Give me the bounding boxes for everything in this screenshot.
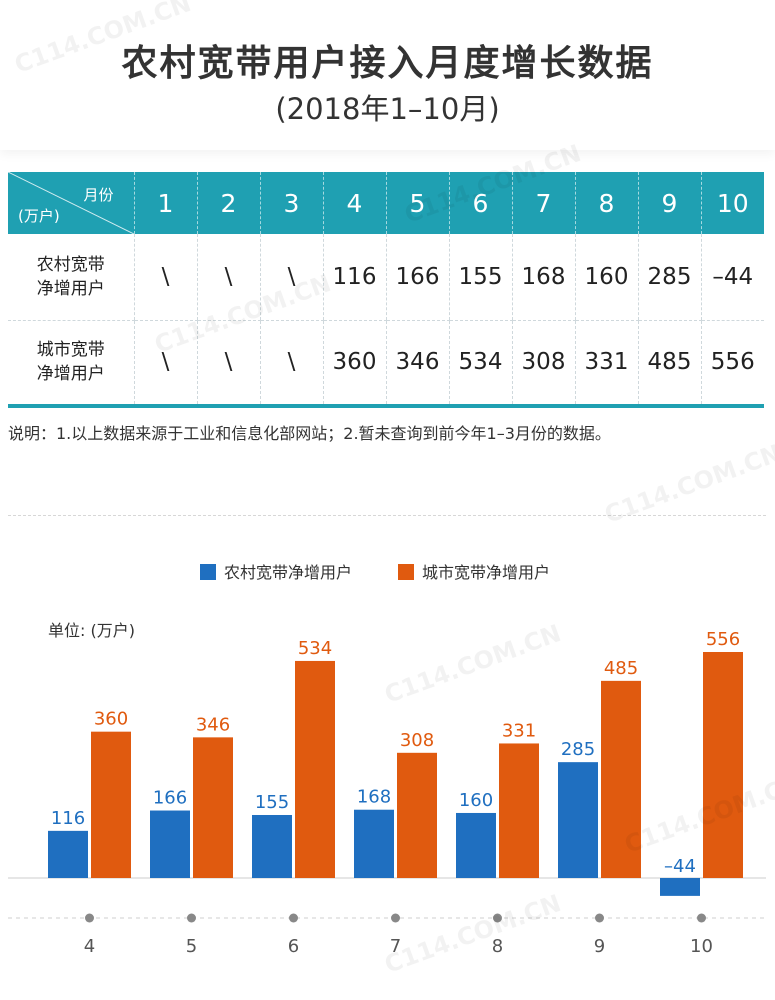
data-table: 月份 (万户) 1 2 3 4 5 6 7 8 9 10 农村宽带 净增用户 \… [8,172,764,408]
bar-rural-9 [558,762,598,878]
table-cell: 155 [448,234,512,321]
row-label-urban-line1: 城市宽带 [36,340,105,361]
bar-urban-6 [295,660,335,878]
x-tick-dot [697,913,706,923]
table-cell: 308 [511,320,575,408]
bar-urban-9 [601,680,641,878]
table-cell: –44 [700,234,764,321]
row-label-rural-line2: 净增用户 [36,278,105,299]
month-header-2: 2 [196,172,260,234]
data-label-rural-8: 160 [459,790,493,811]
x-tick-label-6: 6 [288,936,299,957]
table-cell: \ [196,234,260,321]
row-label-urban-line2: 净增用户 [36,364,105,385]
month-header-3: 3 [259,172,323,234]
x-tick-dot [85,913,94,923]
bar-rural-4 [48,830,88,878]
month-header-4: 4 [322,172,386,234]
bar-rural-6 [252,814,292,878]
corner-diagonal-line [8,172,134,234]
row-label-rural-line1: 农村宽带 [36,254,105,275]
legend-swatch-2 [398,564,414,580]
unit-label: 单位: (万户) [48,621,135,640]
table-header-row: 月份 (万户) 1 2 3 4 5 6 7 8 9 10 [8,172,764,234]
data-label-urban-10: 556 [706,629,740,650]
month-header-9: 9 [637,172,701,234]
month-header-6: 6 [448,172,512,234]
data-label-urban-5: 346 [196,714,230,735]
header: 农村宽带用户接入月度增长数据 (2018年1–10月) [0,0,775,150]
bar-urban-10 [703,652,743,878]
data-label-rural-6: 155 [255,792,289,813]
corner-unit-label: (万户) [18,207,60,225]
table-cell: \ [133,234,197,321]
bar-urban-4 [91,731,131,878]
row-label-rural: 农村宽带 净增用户 [8,234,134,321]
data-label-rural-7: 168 [357,787,391,808]
table-cell: 166 [385,234,449,321]
legend-label-1: 农村宽带净增用户 [224,563,352,582]
page-title: 农村宽带用户接入月度增长数据 [121,43,654,84]
table-cell: 360 [322,320,386,408]
month-header-10: 10 [700,172,764,234]
table-corner-cell: 月份 (万户) [8,172,134,234]
page-subtitle: (2018年1–10月) [275,92,500,126]
table-row-urban: 城市宽带 净增用户 \ \ \ 360 346 534 308 331 485 … [8,320,764,408]
table-cell: 116 [322,234,386,321]
month-header-5: 5 [385,172,449,234]
x-tick-label-10: 10 [690,936,713,957]
bar-rural-7 [354,809,394,878]
data-label-urban-4: 360 [94,709,128,730]
month-header-8: 8 [574,172,638,234]
source-note: 说明：1.以上数据来源于工业和信息化部网站；2.暂未查询到前今年1–3月份的数据… [8,424,611,443]
table-cell: 285 [637,234,701,321]
bar-rural-5 [150,810,190,878]
table-cell: 485 [637,320,701,408]
table-cell: \ [259,320,323,408]
bar-urban-5 [193,737,233,878]
x-tick-dot [289,913,298,923]
row-label-urban: 城市宽带 净增用户 [8,320,134,408]
bar-rural-10 [660,878,700,896]
bar-urban-7 [397,752,437,878]
table-cell: \ [133,320,197,408]
table-cell: 556 [700,320,764,408]
data-label-rural-9: 285 [561,739,595,760]
section-divider [8,515,766,516]
data-label-urban-8: 331 [502,720,536,741]
data-label-rural-5: 166 [153,788,187,809]
x-tick-dot [595,913,604,923]
month-header-1: 1 [133,172,197,234]
data-label-urban-6: 534 [298,638,332,659]
table-cell: \ [259,234,323,321]
table-row-rural: 农村宽带 净增用户 \ \ \ 116 166 155 168 160 285 … [8,234,764,321]
x-tick-label-8: 8 [492,936,503,957]
table-cell: 346 [385,320,449,408]
x-tick-label-9: 9 [594,936,605,957]
x-tick-dot [391,913,400,923]
month-header-7: 7 [511,172,575,234]
corner-month-label: 月份 [83,186,114,204]
x-tick-label-5: 5 [186,936,197,957]
table-cell: \ [196,320,260,408]
data-label-urban-7: 308 [400,730,434,751]
bar-rural-8 [456,812,496,878]
x-tick-dot [493,913,502,923]
x-tick-label-4: 4 [84,936,95,957]
table-cell: 160 [574,234,638,321]
x-tick-label-7: 7 [390,936,401,957]
table-cell: 331 [574,320,638,408]
legend-swatch-1 [200,564,216,580]
table-cell: 534 [448,320,512,408]
table-cell: 168 [511,234,575,321]
x-tick-dot [187,913,196,923]
data-label-rural-10: –44 [664,856,696,877]
legend-label-2: 城市宽带净增用户 [422,563,550,582]
data-label-urban-9: 485 [604,658,638,679]
bar-urban-8 [499,743,539,878]
data-label-rural-4: 116 [51,808,85,829]
